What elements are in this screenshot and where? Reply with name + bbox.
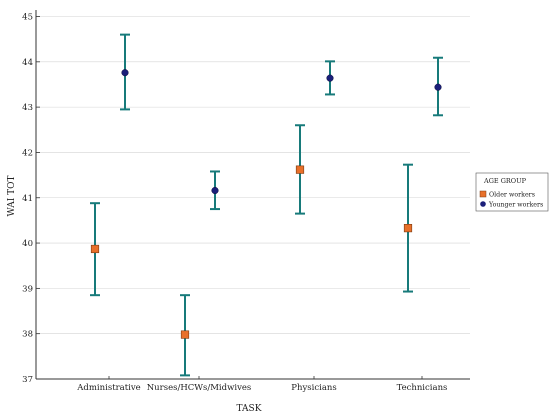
y-ticks: 37 38 39 40 41 42 43 44 45 <box>22 13 40 385</box>
y-axis-label: WAI TOT <box>7 175 17 216</box>
data-point-younger <box>326 74 334 82</box>
data-point-younger <box>121 69 129 77</box>
data-point-older <box>295 165 305 174</box>
x-tick-label: Physicians <box>291 383 336 393</box>
data-point-older <box>403 224 413 233</box>
y-tick-label: 39 <box>22 284 33 294</box>
x-tick-label: Technicians <box>397 383 448 393</box>
axes <box>35 10 470 380</box>
x-tick-label: Nurses/HCWs/Midwives <box>147 383 252 393</box>
y-tick-label: 42 <box>22 148 33 158</box>
gridlines <box>36 16 470 380</box>
x-axis-label: TASK <box>237 404 262 414</box>
data-point-older <box>90 244 100 254</box>
legend-title: AGE GROUP <box>483 177 527 185</box>
x-ticks: Administrative Nurses/HCWs/Midwives Physic… <box>76 376 447 393</box>
y-tick-label: 44 <box>22 58 33 68</box>
legend-label: Younger workers <box>488 201 543 208</box>
y-tick-label: 43 <box>22 103 33 113</box>
y-tick-label: 40 <box>22 239 33 249</box>
y-tick-label: 41 <box>22 194 33 204</box>
legend-marker-younger <box>480 201 486 207</box>
data-point-older <box>180 330 190 339</box>
legend-label: Older workers <box>489 191 535 198</box>
data-point-younger <box>211 186 219 195</box>
data-marks <box>90 33 443 377</box>
legend: AGE GROUP Older workers Younger workers <box>475 172 549 212</box>
y-tick-label: 45 <box>22 13 33 23</box>
legend-marker-older <box>479 190 487 198</box>
data-point-younger <box>434 83 442 91</box>
x-tick-label: Administrative <box>76 383 140 393</box>
y-tick-label: 38 <box>22 330 33 340</box>
y-tick-label: 37 <box>22 375 33 385</box>
legend-box <box>475 172 549 212</box>
